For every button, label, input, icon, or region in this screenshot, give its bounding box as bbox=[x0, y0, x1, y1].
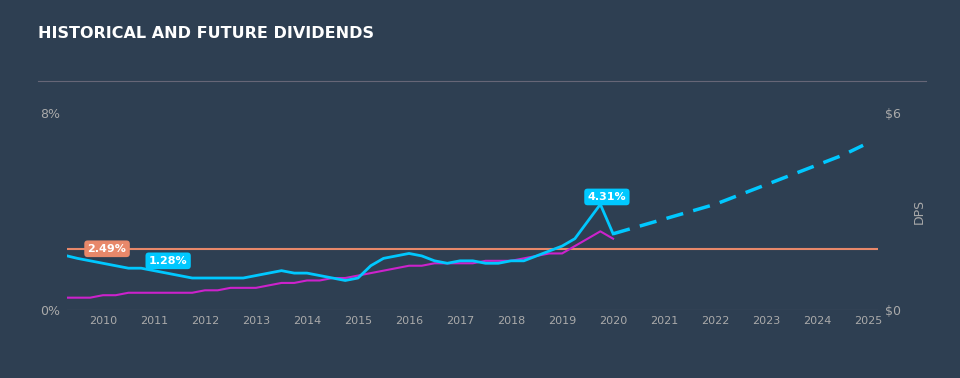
Text: HISTORICAL AND FUTURE DIVIDENDS: HISTORICAL AND FUTURE DIVIDENDS bbox=[38, 26, 374, 42]
Text: 2.49%: 2.49% bbox=[87, 244, 127, 254]
Text: 1.28%: 1.28% bbox=[149, 256, 187, 266]
Y-axis label: DPS: DPS bbox=[912, 199, 925, 224]
Text: 4.31%: 4.31% bbox=[588, 192, 626, 202]
